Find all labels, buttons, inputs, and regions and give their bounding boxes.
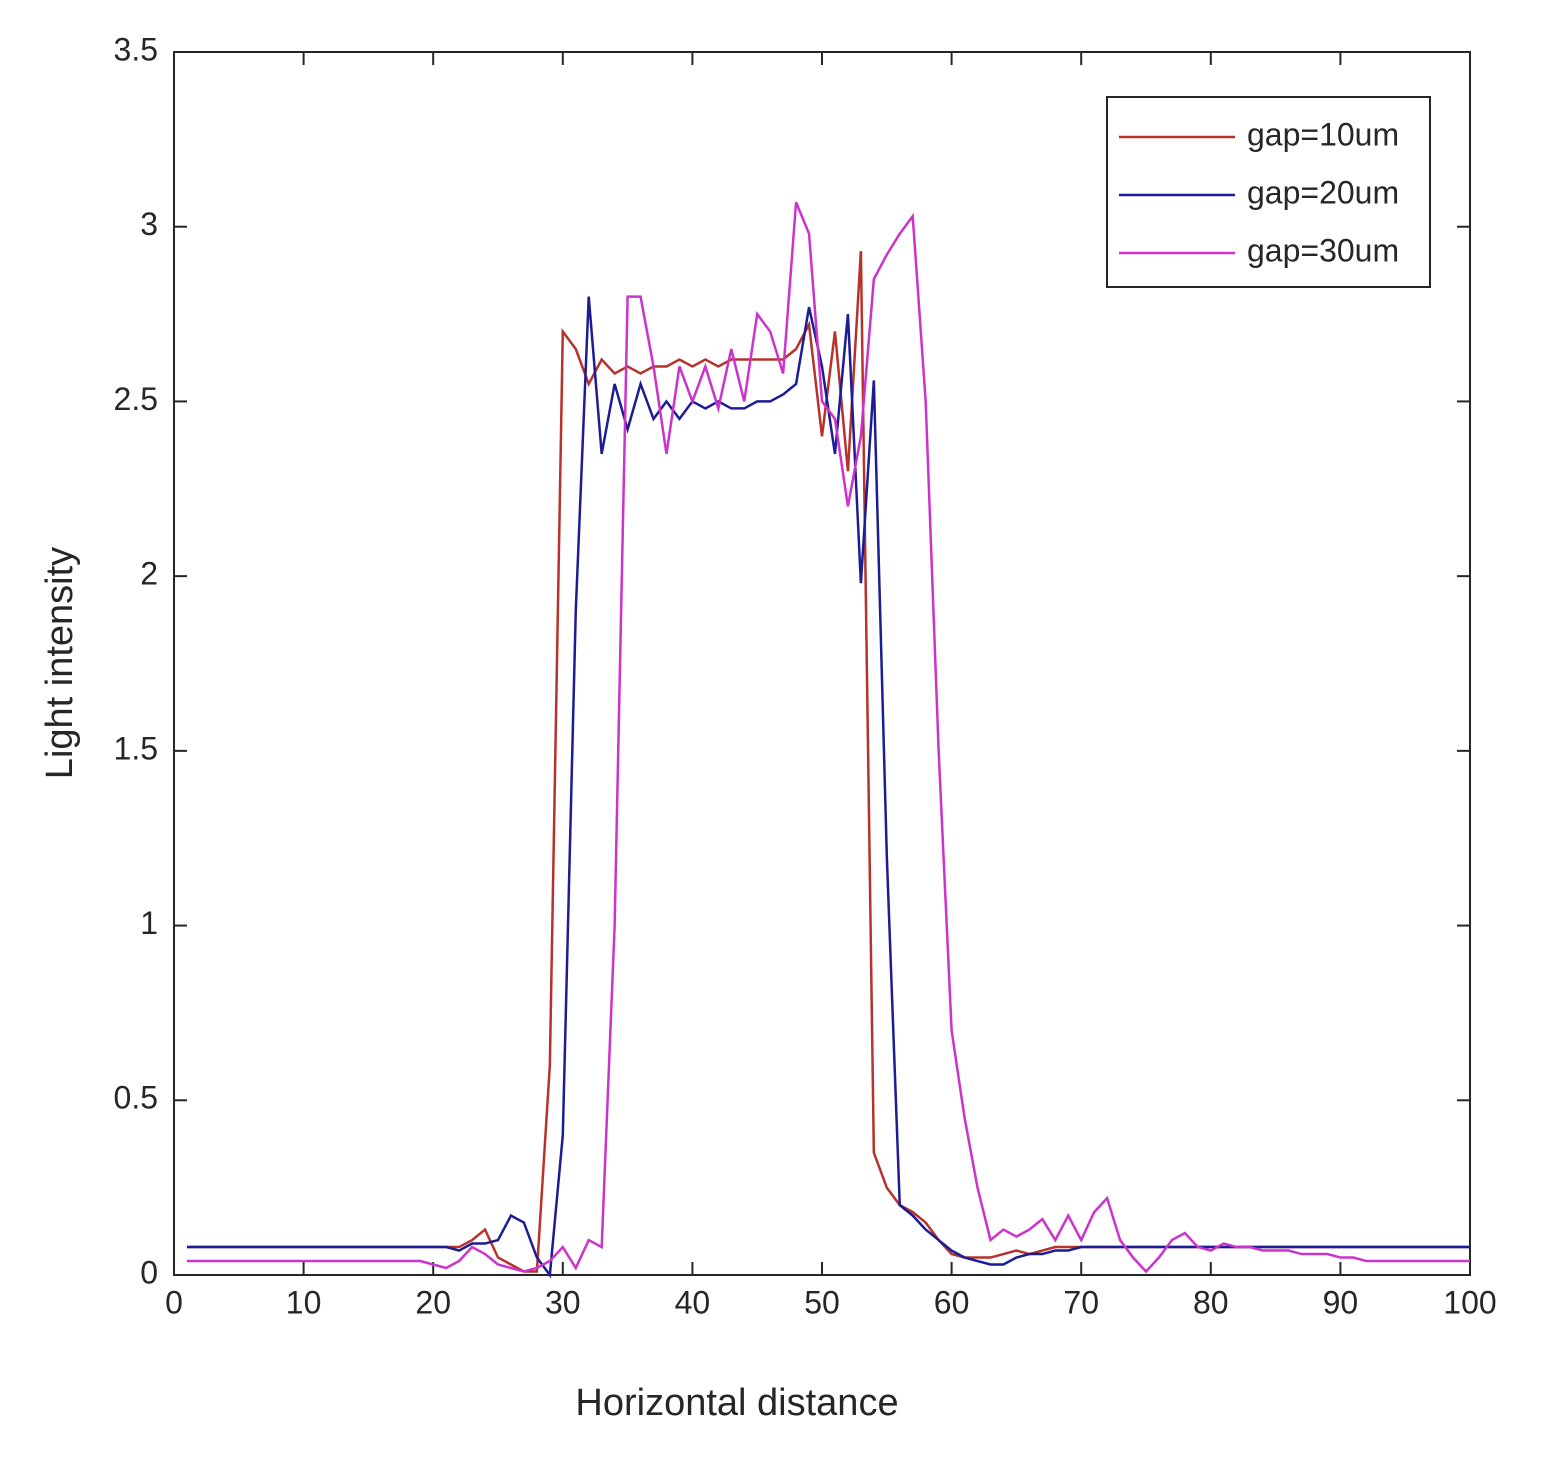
x-tick-label: 60 xyxy=(934,1284,970,1320)
legend-box xyxy=(1106,96,1431,288)
y-tick-label: 3.5 xyxy=(114,31,158,67)
x-tick-label: 0 xyxy=(165,1284,183,1320)
x-tick-label: 30 xyxy=(545,1284,581,1320)
x-tick-label: 10 xyxy=(286,1284,322,1320)
y-tick-label: 2.5 xyxy=(114,381,158,417)
x-tick-label: 20 xyxy=(415,1284,451,1320)
x-tick-label: 70 xyxy=(1063,1284,1099,1320)
y-tick-label: 1 xyxy=(140,905,158,941)
y-tick-label: 0 xyxy=(140,1254,158,1290)
x-tick-label: 100 xyxy=(1443,1284,1496,1320)
x-tick-label: 90 xyxy=(1323,1284,1359,1320)
y-tick-label: 2 xyxy=(140,556,158,592)
x-tick-label: 50 xyxy=(804,1284,840,1320)
y-tick-label: 3 xyxy=(140,206,158,242)
series-line xyxy=(186,201,1470,1274)
legend-label: gap=30um xyxy=(1247,232,1399,268)
x-tick-label: 80 xyxy=(1193,1284,1229,1320)
y-tick-label: 1.5 xyxy=(114,730,158,766)
legend-label: gap=20um xyxy=(1247,174,1399,210)
x-tick-label: 40 xyxy=(675,1284,711,1320)
y-tick-label: 0.5 xyxy=(114,1080,158,1116)
y-axis-label: Light intensity xyxy=(39,547,81,779)
series-line xyxy=(186,296,1470,1279)
legend-label: gap=10um xyxy=(1247,116,1399,152)
x-axis-label: Horizontal distance xyxy=(575,1382,898,1424)
